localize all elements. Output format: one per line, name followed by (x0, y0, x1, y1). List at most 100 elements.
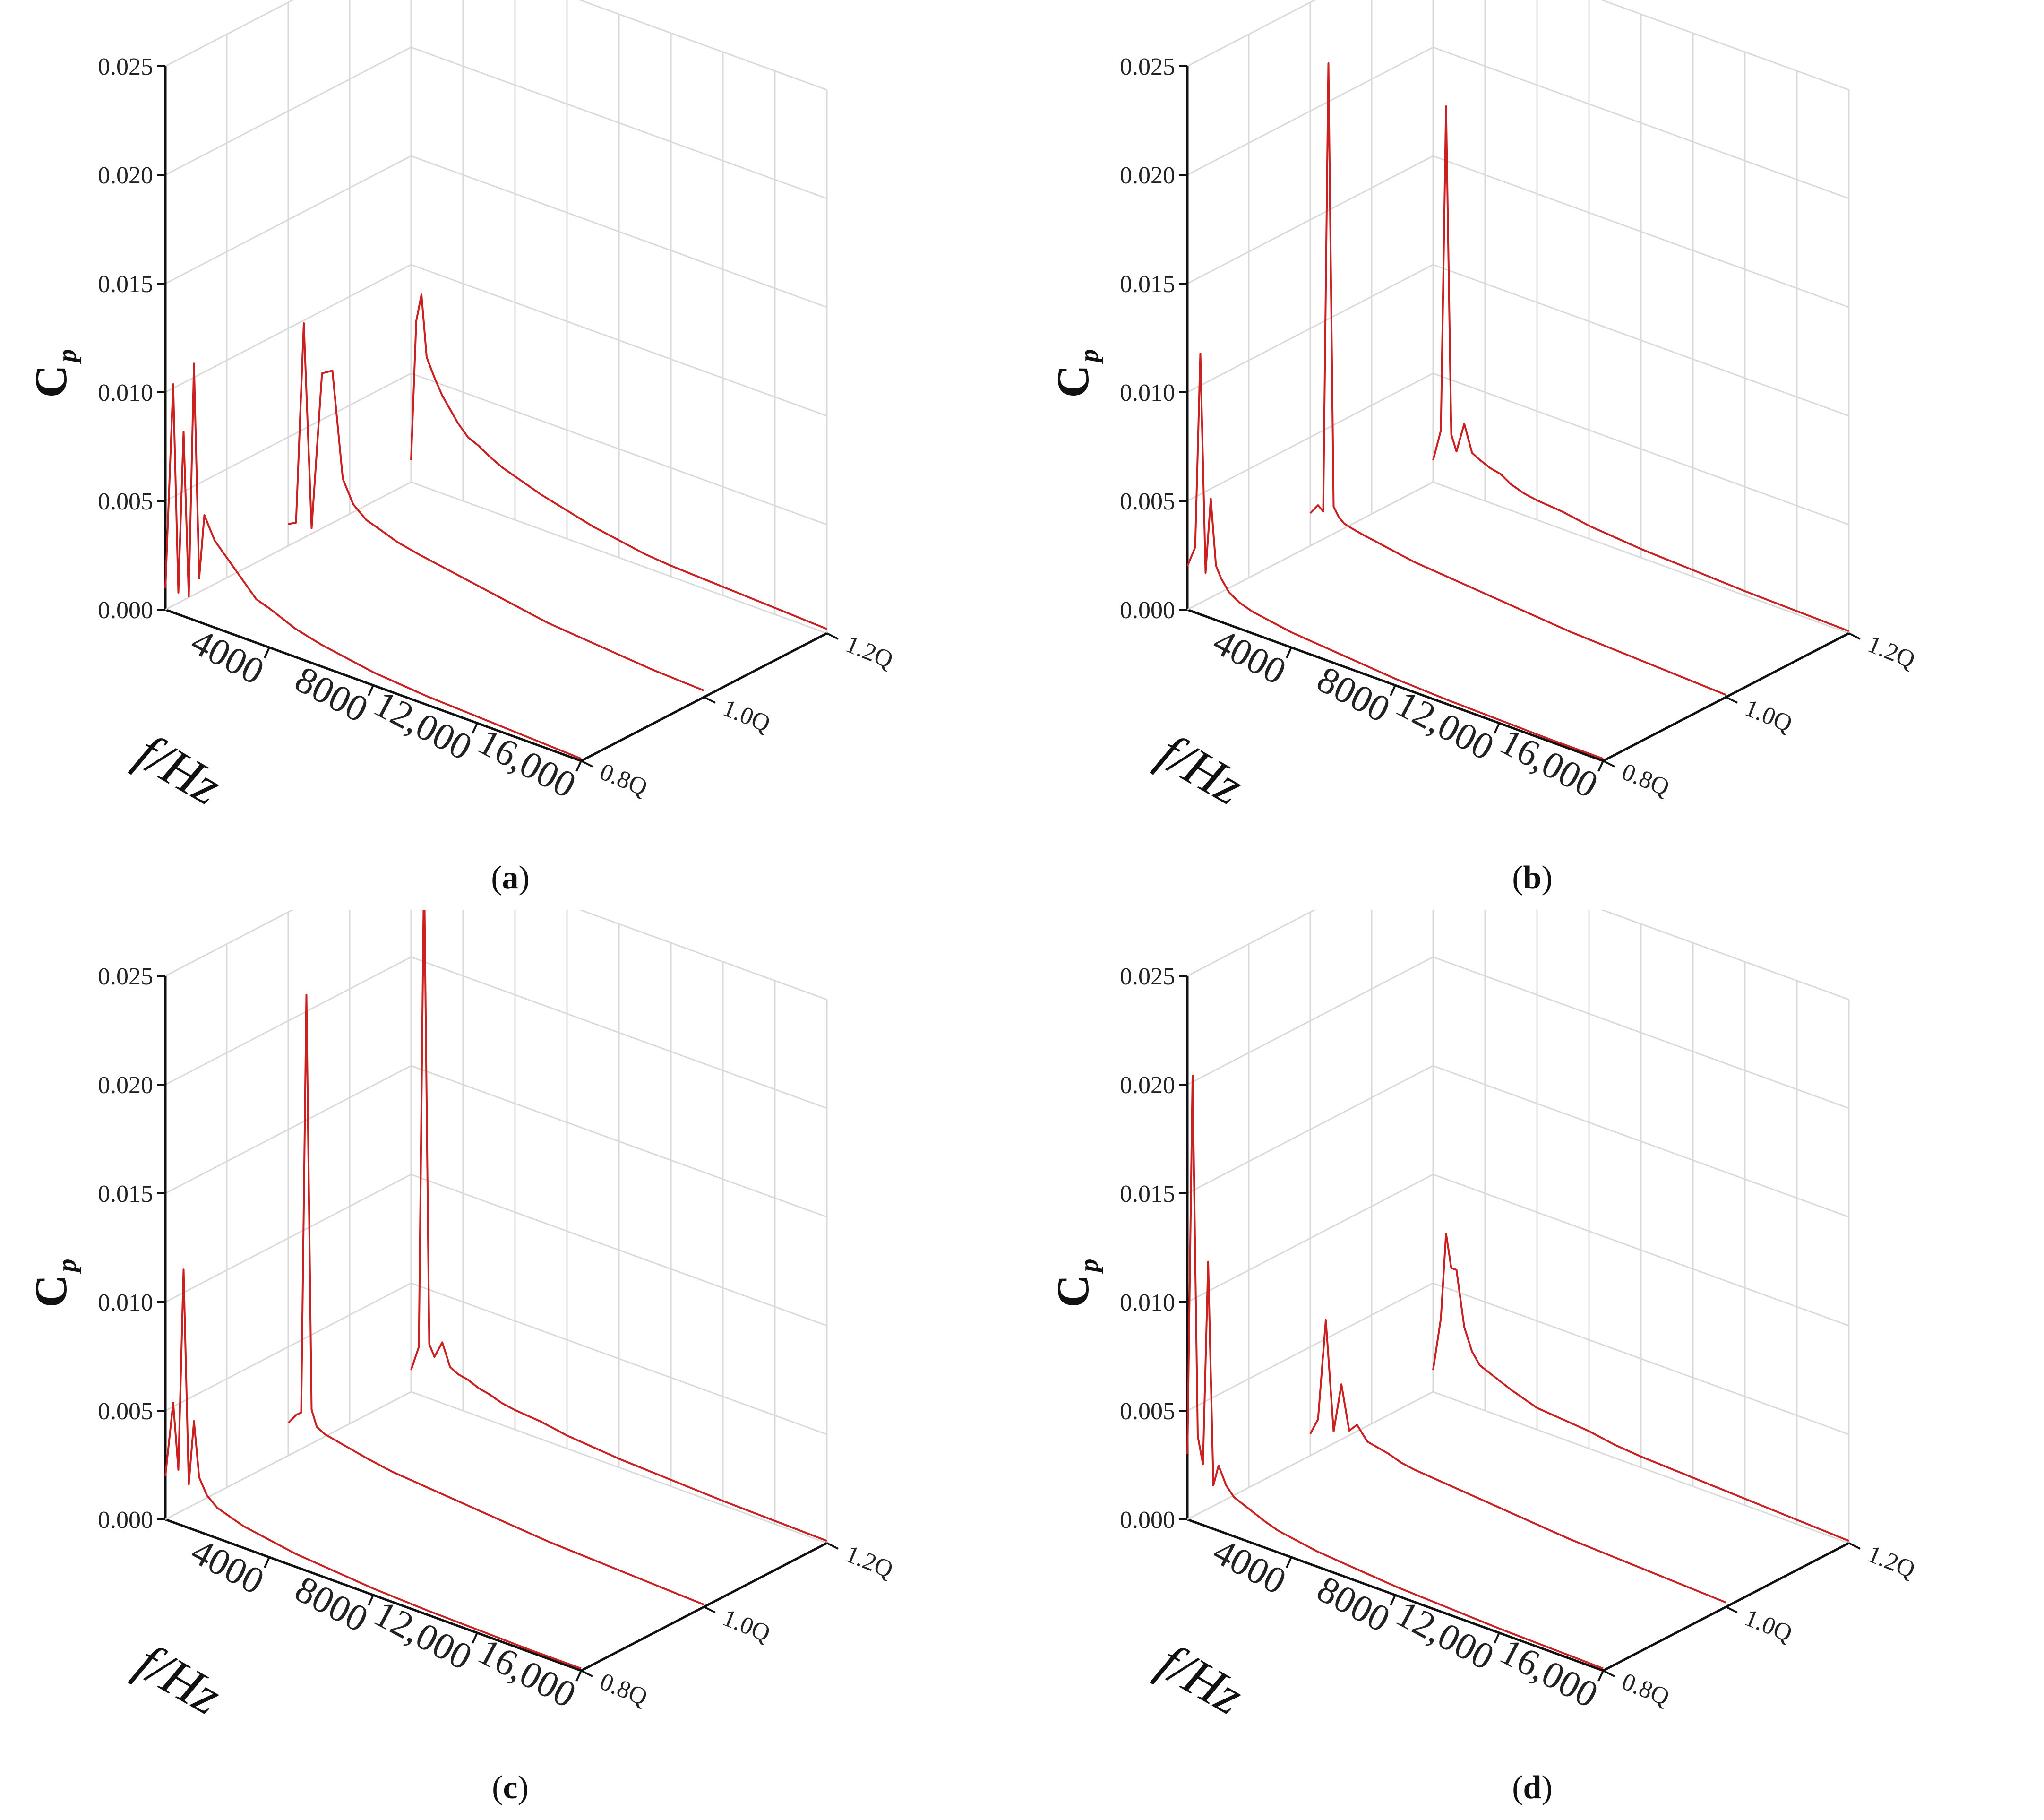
grid-line (1433, 264, 1849, 417)
grid-line (411, 1173, 827, 1327)
f-tick-mark (1286, 1557, 1292, 1568)
grid-line (411, 1391, 827, 1544)
floor-edge-line (1187, 1391, 1434, 1520)
grid-line (1187, 46, 1434, 176)
z-tick-mark (826, 1542, 839, 1550)
y-tick-label: 0.015 (1120, 1181, 1175, 1208)
floor-edge-line (165, 1391, 412, 1520)
z-tick-label: 0.8Q (1618, 1668, 1673, 1711)
y-tick-label: 0.020 (98, 1072, 153, 1099)
y-axis-title: Cp (1048, 1259, 1104, 1307)
chart-panel-a: 0.000 0.005 0.010 0.015 0.020 0.025 4000 8000 12… (0, 0, 1022, 910)
grid-line (578, 910, 827, 1001)
grid-line (1187, 155, 1434, 285)
z-tick-mark (1848, 632, 1861, 640)
grid-line (1187, 910, 1316, 977)
chart-svg-b: 0.0000.0050.0100.0150.0200.0254000800012… (1048, 0, 1919, 896)
z-tick-label: 1.0Q (1741, 1604, 1796, 1647)
f-tick-mark (575, 1670, 582, 1682)
grid-line (578, 0, 827, 91)
f-tick-mark (1494, 723, 1500, 734)
spectrum-line-0.8Q (164, 1268, 582, 1670)
y-tick-label: 0.025 (1120, 53, 1175, 80)
y-axis-title-subscript: p (52, 1259, 82, 1274)
grid-line (165, 372, 412, 502)
z-tick-label: 1.2Q (842, 630, 897, 673)
y-tick-label: 0.005 (98, 1398, 153, 1425)
grid-line (1433, 46, 1849, 199)
series-group (164, 910, 827, 1670)
z-tick-label: 1.2Q (1864, 630, 1919, 673)
f-axis-title: f/Hz (1149, 1632, 1253, 1725)
panel-caption-letter: a (502, 860, 519, 896)
y-axis-title: Cp (26, 1259, 82, 1307)
grid-line (1433, 1282, 1849, 1435)
f-tick-label: 16,000 (1493, 721, 1605, 806)
series-group (164, 293, 827, 760)
grid-group (164, 910, 828, 1544)
y-axis-title-subscript: p (1074, 349, 1104, 364)
y-tick-label: 0.010 (1120, 380, 1175, 406)
grid-line (1187, 956, 1434, 1086)
y-tick-label: 0.005 (1120, 1398, 1175, 1425)
f-tick-label: 16,000 (471, 1630, 583, 1716)
floor-edge-line (1187, 481, 1434, 611)
f-tick-label: 12,000 (367, 1593, 479, 1678)
z-tick-mark (1726, 1606, 1738, 1613)
grid-line (165, 910, 294, 977)
grid-line (411, 46, 827, 199)
grid-line (411, 1065, 827, 1218)
z-tick-mark (1603, 760, 1615, 768)
y-tick-label: 0.005 (1120, 488, 1175, 515)
grid-line (1187, 0, 1316, 67)
grid-line (1433, 372, 1849, 526)
y-axis-title: Cp (26, 349, 82, 397)
y-tick-label: 0.015 (98, 1181, 153, 1208)
grid-line (165, 264, 412, 393)
grid-line (1433, 481, 1849, 634)
spectrum-line-0.8Q (1186, 1075, 1604, 1670)
floor-edge-line (165, 481, 412, 611)
z-tick-mark (826, 632, 839, 640)
grid-line (1187, 1282, 1434, 1412)
spectrum-line-1.2Q (1432, 1233, 1849, 1542)
grid-line (1433, 155, 1849, 308)
y-tick-label: 0.015 (1120, 271, 1175, 298)
f-tick-mark (1494, 1632, 1500, 1644)
z-tick-mark (581, 1670, 593, 1677)
spectrum-line-1.0Q (1309, 1319, 1726, 1604)
grid-line (165, 1173, 412, 1303)
z-tick-label: 1.2Q (1864, 1540, 1919, 1583)
f-tick-mark (368, 685, 374, 696)
axes-group: 0.0000.0050.0100.0150.0200.0254000800012… (98, 963, 897, 1716)
y-tick-label: 0.025 (98, 963, 153, 990)
grid-group (1186, 0, 1850, 634)
z-tick-mark (1726, 696, 1738, 704)
grid-group (164, 0, 828, 634)
series-group (1186, 62, 1849, 760)
grid-line (411, 264, 827, 417)
chart-svg-d: 0.0000.0050.0100.0150.0200.0254000800012… (1048, 910, 1919, 1806)
f-tick-label: 16,000 (1493, 1630, 1605, 1716)
grid-line (1187, 1173, 1434, 1303)
axes-group: 0.0000.0050.0100.0150.0200.0254000800012… (1120, 53, 1919, 806)
panel-caption: (d) (1512, 1769, 1553, 1806)
y-tick-label: 0.020 (1120, 1072, 1175, 1099)
series-group (1186, 1075, 1849, 1670)
chart-panel-d: 0.000 0.005 0.010 0.015 0.020 0.025 4000 8000 12… (1022, 910, 2044, 1820)
grid-line (1600, 910, 1849, 1001)
f-tick-mark (1597, 760, 1604, 772)
grid-line (411, 1282, 827, 1435)
grid-line (411, 155, 827, 308)
z-tick-mark (704, 1606, 716, 1613)
y-tick-label: 0.000 (98, 597, 153, 624)
f-tick-label: 12,000 (367, 683, 479, 768)
spectrum-line-0.8Q (164, 362, 582, 760)
spectrum-line-1.2Q (1432, 105, 1849, 632)
f-tick-label: 16,000 (471, 721, 583, 806)
axes-group: 0.0000.0050.0100.0150.0200.0254000800012… (98, 53, 897, 806)
panel-caption-letter: c (503, 1769, 517, 1806)
f-tick-mark (1390, 1595, 1396, 1606)
axes-group: 0.0000.0050.0100.0150.0200.0254000800012… (1120, 963, 1919, 1716)
grid-line (1433, 1065, 1849, 1218)
